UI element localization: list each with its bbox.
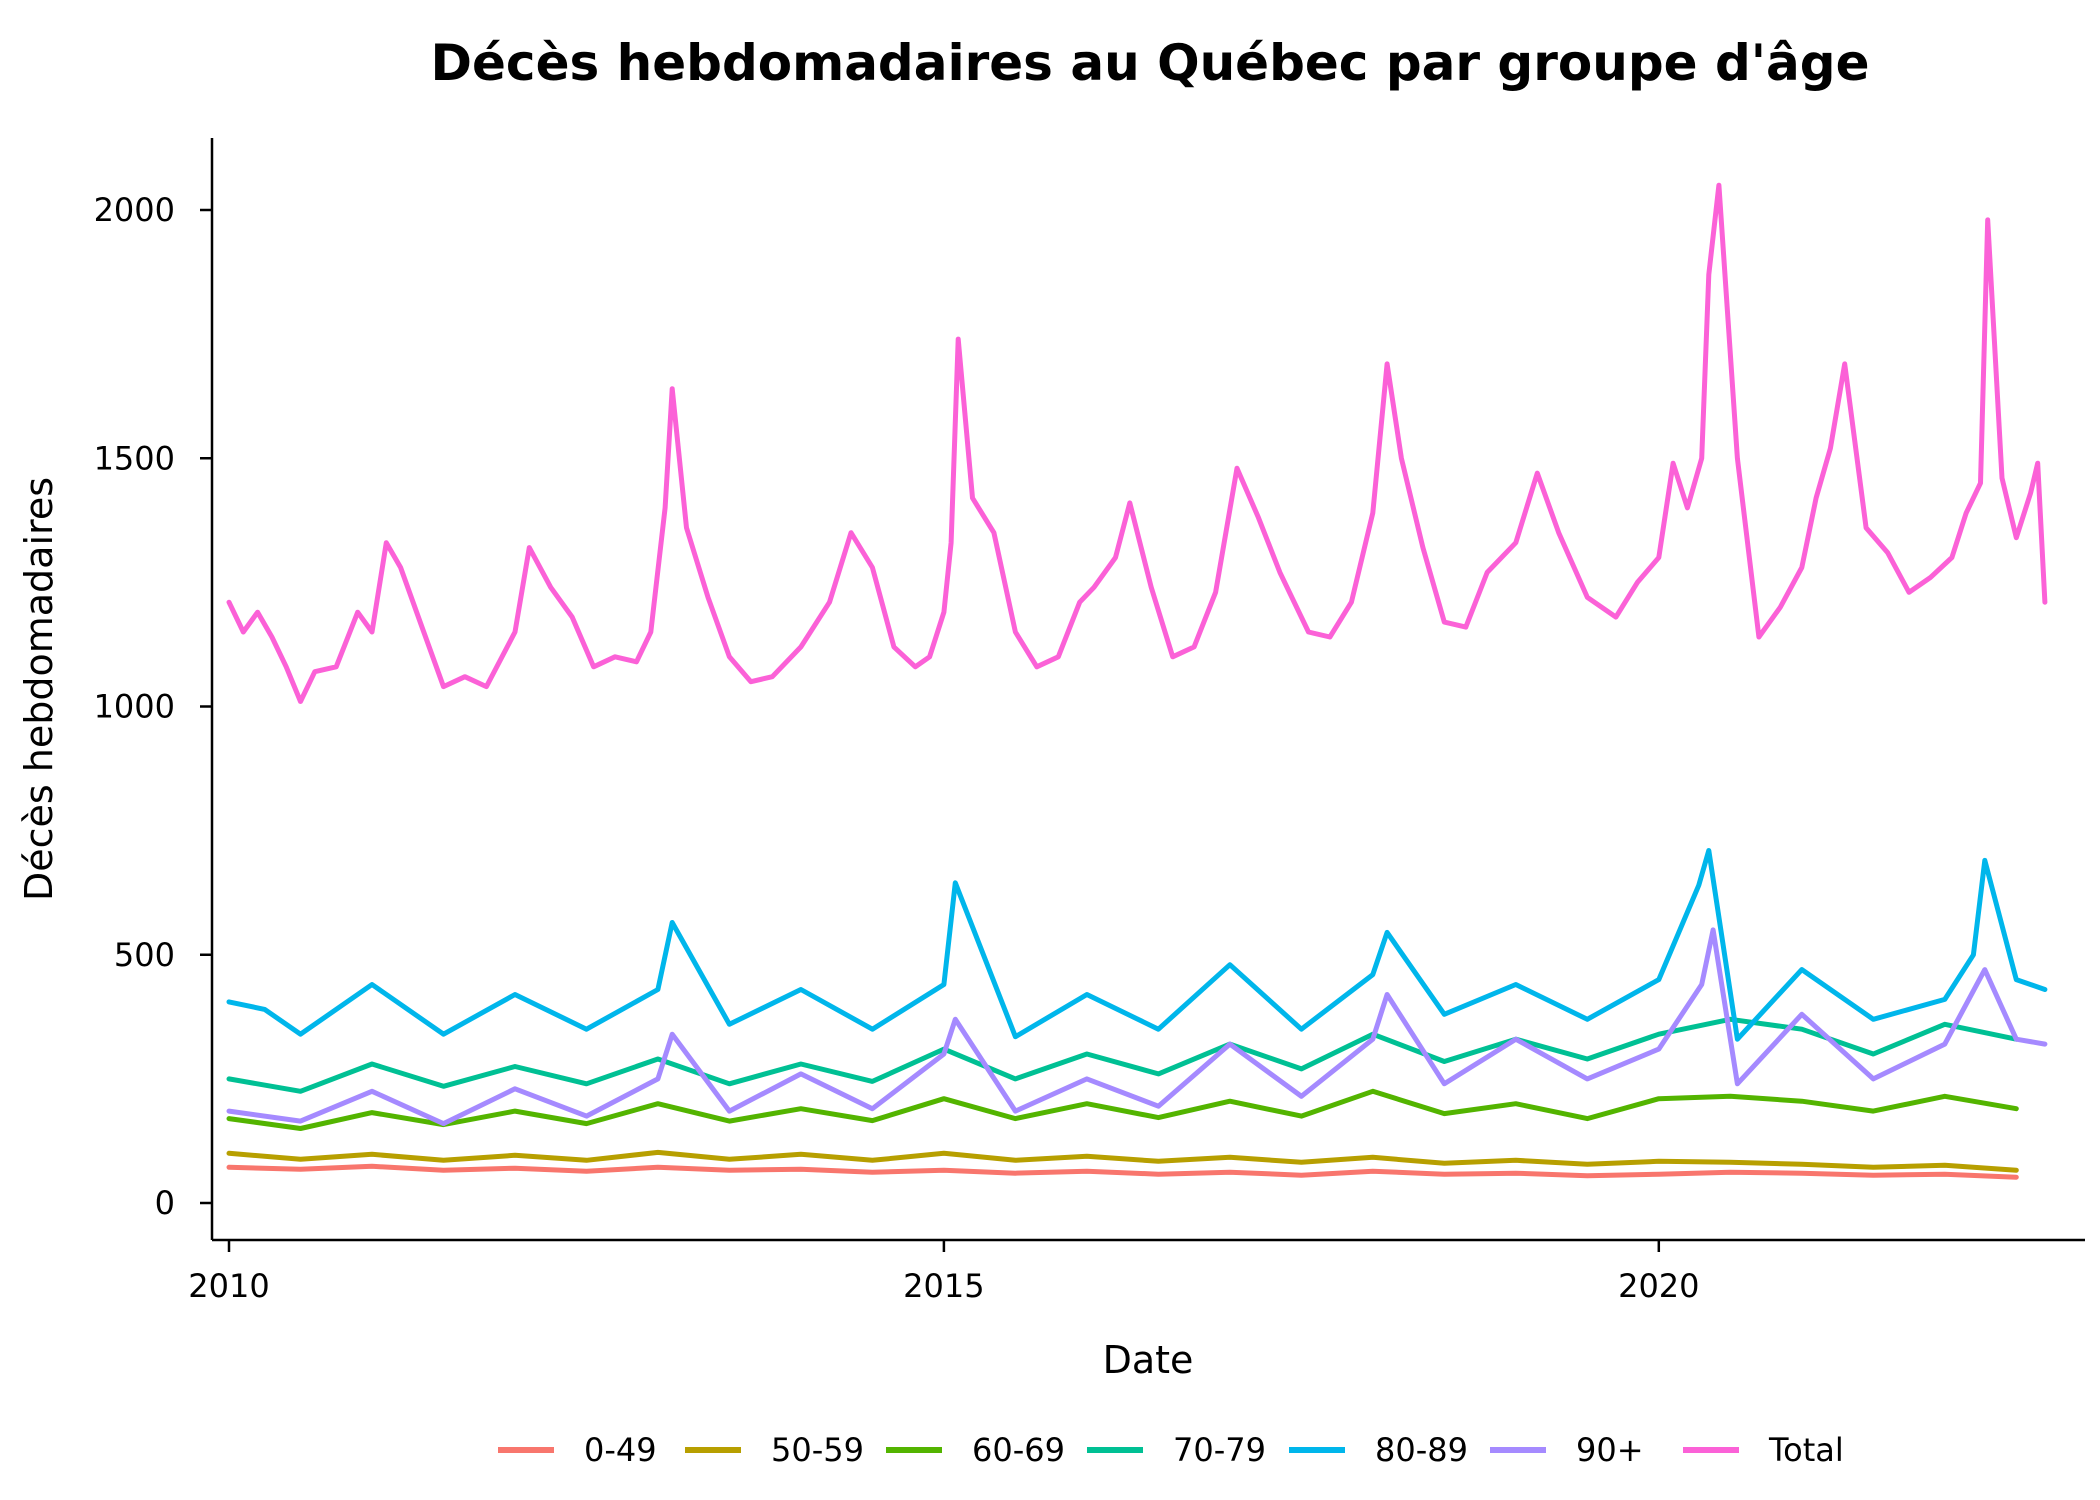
legend: 0-49 50-59 60-69 70-79 80-89 90+ Total	[498, 1431, 1844, 1469]
legend-label: 80-89	[1375, 1431, 1468, 1469]
legend-label: 90+	[1576, 1431, 1644, 1469]
legend-label: Total	[1768, 1431, 1844, 1469]
legend-item-80-89: 80-89	[1289, 1431, 1468, 1469]
y-tick-label: 0	[155, 1184, 175, 1222]
legend-item-total: Total	[1683, 1431, 1844, 1469]
legend-label: 70-79	[1173, 1431, 1266, 1469]
y-tick-label: 2000	[94, 191, 175, 229]
series-line-total	[226, 182, 2048, 704]
y-tick-label: 500	[114, 936, 175, 974]
plot-area	[226, 182, 2048, 1180]
series-line-80-89	[226, 848, 2048, 1042]
x-tick-label: 2010	[188, 1267, 269, 1305]
legend-label: 50-59	[771, 1431, 864, 1469]
legend-item-60-69: 60-69	[886, 1431, 1065, 1469]
legend-label: 0-49	[584, 1431, 657, 1469]
x-axis-label: Date	[1103, 1338, 1194, 1382]
legend-item-90plus: 90+	[1490, 1431, 1644, 1469]
series-line-90plus	[226, 927, 2048, 1127]
legend-item-70-79: 70-79	[1087, 1431, 1266, 1469]
legend-label: 60-69	[972, 1431, 1065, 1469]
series-line-50-59	[226, 1149, 2019, 1173]
y-axis-label: Décès hebdomadaires	[17, 477, 61, 901]
series-line-70-79	[226, 1016, 2019, 1094]
legend-item-0-49: 0-49	[498, 1431, 657, 1469]
series-line-0-49	[226, 1163, 2019, 1180]
x-axis-ticks: 2010 2015 2020	[188, 1240, 1700, 1305]
x-tick-label: 2020	[1618, 1267, 1699, 1305]
legend-item-50-59: 50-59	[685, 1431, 864, 1469]
chart-title: Décès hebdomadaires au Québec par groupe…	[431, 34, 1870, 92]
y-tick-label: 1500	[94, 439, 175, 477]
y-tick-label: 1000	[94, 688, 175, 726]
series-line-60-69	[226, 1088, 2019, 1131]
y-axis-ticks: 0 500 1000 1500 2000	[94, 191, 212, 1222]
x-tick-label: 2015	[903, 1267, 984, 1305]
